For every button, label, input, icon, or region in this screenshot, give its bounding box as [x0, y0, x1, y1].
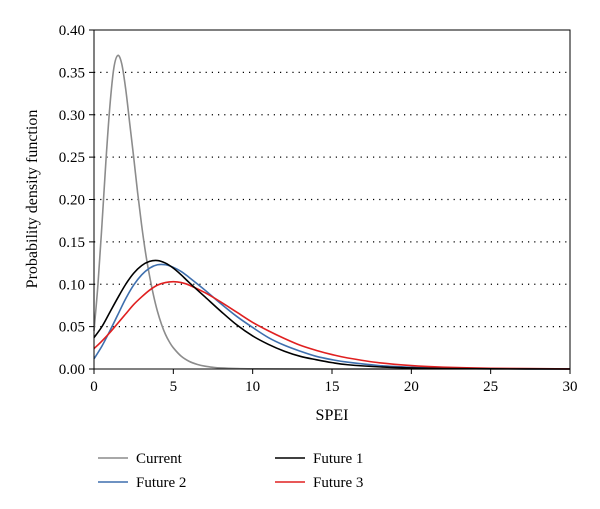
x-tick-label: 25	[483, 379, 498, 395]
y-tick-label: 0.05	[59, 320, 85, 336]
plot-area-frame	[93, 29, 571, 370]
x-tick-label: 30	[563, 379, 578, 395]
legend-label: Future 2	[136, 475, 186, 491]
legend-label: Future 1	[313, 451, 363, 467]
x-tick-label: 20	[404, 379, 419, 395]
y-tick-label: 0.40	[59, 23, 85, 39]
y-tick-label: 0.35	[59, 65, 85, 81]
series-line-future-2	[93, 263, 571, 370]
x-tick-label: 5	[170, 379, 178, 395]
series-line-future-1	[93, 259, 571, 370]
x-axis-label: SPEI	[316, 407, 349, 424]
y-tick-label: 0.25	[59, 150, 85, 166]
legend: Current Future 1 Future 2 Future 3	[98, 451, 363, 491]
y-tick-label: 0.10	[59, 277, 85, 293]
x-tick-label: 15	[325, 379, 340, 395]
x-tick-label: 0	[90, 379, 98, 395]
y-tick-label: 0.30	[59, 108, 85, 124]
y-tick-label: 0.15	[59, 235, 85, 251]
series-line-current	[93, 54, 570, 370]
legend-label: Current	[136, 451, 183, 467]
series-line-future-3	[93, 280, 571, 370]
y-axis-ticks: 0.00 0.05 0.10 0.15 0.20 0.25 0.30 0.35 0.40	[59, 23, 94, 378]
y-axis-label: Probability density function	[24, 110, 41, 289]
x-tick-label: 10	[245, 379, 260, 395]
legend-label: Future 3	[313, 475, 363, 491]
x-axis-ticks: 0 5 10 15 20 25 30	[90, 369, 578, 395]
y-tick-label: 0.00	[59, 362, 85, 378]
gridlines	[94, 71, 570, 328]
y-tick-label: 0.20	[59, 193, 85, 209]
series-lines	[93, 54, 571, 370]
